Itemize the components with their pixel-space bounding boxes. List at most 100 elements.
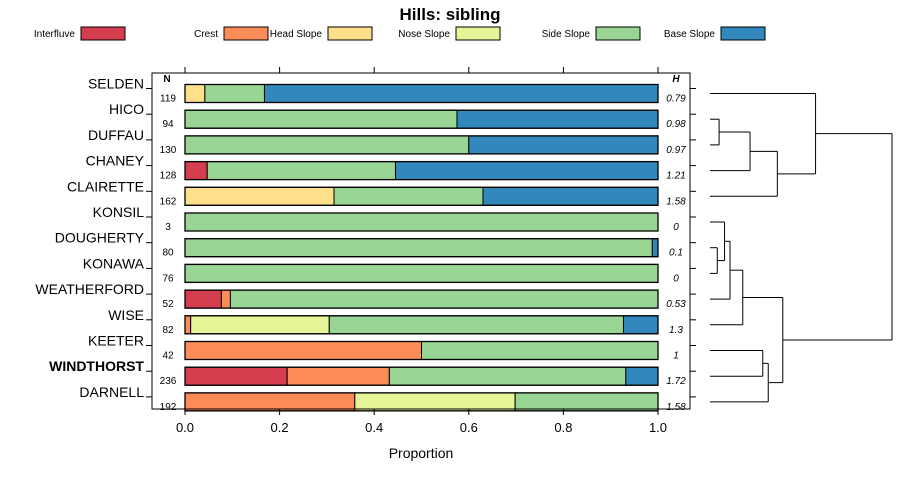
- h-value: 1.21: [666, 171, 685, 182]
- h-value: 0: [673, 273, 679, 284]
- bar-segment: [328, 315, 624, 335]
- bar-segment: [184, 161, 208, 181]
- category-label: CHANEY: [86, 153, 145, 169]
- legend-swatch: [720, 26, 766, 41]
- bar-outline: [184, 340, 659, 361]
- bar-segment: [286, 366, 390, 386]
- h-value: 1.58: [666, 196, 686, 207]
- bar-outline: [184, 263, 659, 284]
- h-value: 1.58: [666, 402, 686, 413]
- bar-outline: [184, 135, 659, 155]
- category-label: SELDEN: [88, 76, 144, 92]
- legend-label: Base Slope: [664, 29, 716, 40]
- bar-segment: [204, 84, 265, 103]
- h-value: 0: [673, 222, 679, 233]
- n-value: 80: [162, 248, 174, 259]
- dendrogram: [710, 93, 893, 403]
- legend-swatch: [223, 26, 269, 41]
- bar-outline: [184, 160, 659, 181]
- n-value: 128: [160, 171, 177, 182]
- axes: 0.0 0.2 0.4 0.6 0.8 1.0: [176, 67, 667, 435]
- bar-segment: [421, 341, 659, 360]
- bar-segment: [184, 289, 222, 309]
- bar-segment: [184, 212, 659, 232]
- n-value: 236: [160, 376, 177, 387]
- chart-title: Hills: sibling: [399, 5, 500, 24]
- bar-outline: [184, 109, 659, 129]
- bar-segment: [184, 263, 659, 283]
- x-tick-label: 0.0: [176, 420, 194, 435]
- bar-segment: [184, 186, 335, 206]
- legend-label: Head Slope: [270, 29, 323, 40]
- x-tick-label: 0.4: [365, 420, 383, 435]
- bar-segment: [184, 135, 470, 155]
- n-value: 192: [160, 402, 177, 413]
- x-tick-label: 0.6: [460, 420, 478, 435]
- bar-outline: [184, 366, 659, 386]
- n-value: 119: [160, 94, 176, 105]
- bar-segment: [651, 238, 659, 258]
- bar-outline: [184, 212, 659, 232]
- bar-outline: [184, 238, 659, 258]
- bar-segment: [354, 392, 516, 412]
- bar-segment: [229, 289, 659, 309]
- x-tick-label: 0.2: [271, 420, 289, 435]
- n-value: 82: [162, 325, 174, 336]
- bar-segment: [394, 161, 659, 181]
- bar-segment: [184, 315, 192, 335]
- n-value: 76: [162, 273, 174, 284]
- bar-outline: [184, 289, 659, 309]
- bar-segment: [184, 366, 288, 386]
- bar-segment: [622, 315, 659, 335]
- bar-segment: [184, 341, 422, 360]
- bar-segment: [190, 315, 330, 335]
- bars: [184, 83, 659, 412]
- legend-swatch: [455, 26, 501, 41]
- bar-segment: [456, 109, 659, 129]
- h-value: 0.97: [666, 145, 686, 156]
- n-value: 3: [165, 222, 171, 233]
- n-value: 130: [160, 145, 177, 156]
- category-label: KONSIL: [93, 204, 145, 220]
- bar-outline: [184, 392, 659, 412]
- legend-swatch: [327, 26, 373, 41]
- category-label: DARNELL: [79, 384, 144, 400]
- category-label: WISE: [108, 307, 144, 323]
- h-value: 0.79: [666, 94, 686, 105]
- category-label: WINDTHORST: [49, 358, 144, 374]
- bar-segment: [184, 238, 653, 258]
- bar-segment: [388, 366, 627, 386]
- bar-segment: [468, 135, 659, 155]
- h-value: 1.3: [669, 325, 683, 336]
- legend: Interfluve Crest Head Slope Nose Slope Side …: [34, 26, 766, 41]
- plot-panel: [151, 72, 691, 410]
- bar-segment: [482, 186, 659, 206]
- h-value: 0.98: [666, 119, 686, 130]
- bar-outline: [184, 83, 659, 104]
- n-value: 52: [162, 299, 174, 310]
- bar-outline: [184, 315, 659, 335]
- h-value: 1.72: [666, 376, 686, 387]
- bar-segment: [514, 392, 659, 412]
- bar-segment: [220, 289, 231, 309]
- n-value: 42: [162, 351, 174, 362]
- category-label: WEATHERFORD: [35, 281, 144, 297]
- legend-label: Interfluve: [34, 29, 76, 40]
- h-value: 0.1: [669, 248, 683, 259]
- row-labels: SELDEN 119 0.79 HICO 94 0.98 DUFFAU 130 0.97 CHAN…: [35, 76, 696, 413]
- category-label: KEETER: [88, 333, 144, 349]
- category-label: HICO: [109, 101, 144, 117]
- legend-label: Nose Slope: [398, 29, 450, 40]
- legend-label: Side Slope: [542, 29, 591, 40]
- legend-swatch: [595, 26, 641, 41]
- n-value: 94: [162, 119, 174, 130]
- x-tick-label: 0.8: [554, 420, 572, 435]
- h-value: 0.53: [666, 299, 686, 310]
- n-column-header: N: [163, 74, 170, 85]
- bar-segment: [625, 366, 659, 386]
- category-label: KONAWA: [83, 255, 145, 271]
- category-label: DUFFAU: [88, 127, 144, 143]
- legend-label: Crest: [194, 29, 218, 40]
- legend-swatch: [80, 26, 126, 41]
